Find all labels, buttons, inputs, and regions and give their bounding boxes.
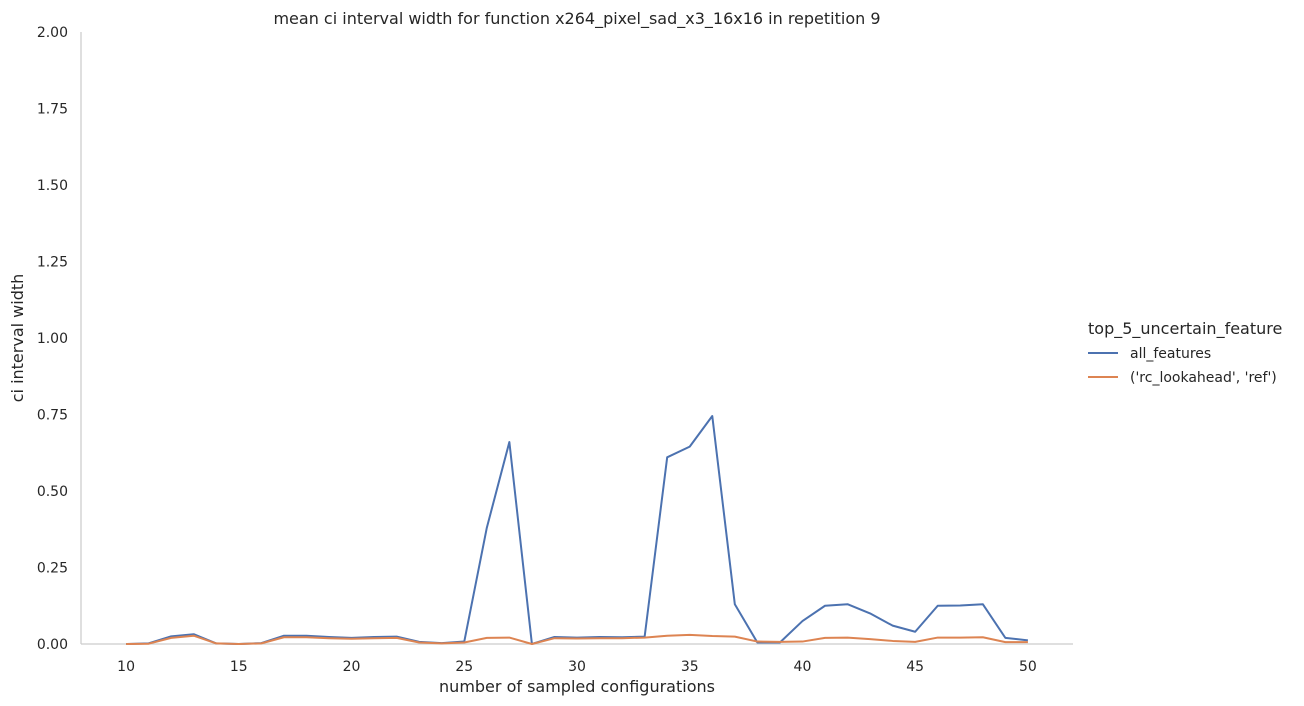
legend-label-1: ('rc_lookahead', 'ref') xyxy=(1130,370,1277,386)
x-tick-labels: 10 15 20 25 30 35 40 45 50 xyxy=(117,659,1037,675)
x-tick-label: 10 xyxy=(117,659,135,675)
x-tick-label: 15 xyxy=(230,659,248,675)
x-tick-label: 40 xyxy=(794,659,812,675)
x-tick-label: 50 xyxy=(1019,659,1037,675)
series-line-0 xyxy=(126,415,1029,645)
y-tick-label: 0.25 xyxy=(37,561,68,577)
y-tick-label: 1.25 xyxy=(37,255,68,271)
x-tick-label: 35 xyxy=(681,659,699,675)
x-tick-label: 30 xyxy=(568,659,586,675)
y-tick-label: 0.50 xyxy=(37,484,68,500)
x-tick-label: 45 xyxy=(906,659,924,675)
legend-items: all_features ('rc_lookahead', 'ref') xyxy=(1088,346,1277,386)
y-tick-label: 1.75 xyxy=(37,102,68,118)
chart-title: mean ci interval width for function x264… xyxy=(273,9,880,29)
legend: top_5_uncertain_feature all_features ('rc… xyxy=(1088,319,1282,386)
series-lines xyxy=(126,415,1029,645)
x-tick-label: 25 xyxy=(455,659,473,675)
y-tick-label: 0.75 xyxy=(37,408,68,424)
series-line-1 xyxy=(126,633,1028,645)
y-tick-label: 1.00 xyxy=(37,331,68,347)
legend-label-0: all_features xyxy=(1130,346,1211,362)
y-tick-label: 1.50 xyxy=(37,178,68,194)
legend-title: top_5_uncertain_feature xyxy=(1088,319,1282,339)
y-tick-label: 2.00 xyxy=(37,25,68,41)
y-axis-label: ci interval width xyxy=(8,274,27,403)
y-tick-label: 0.00 xyxy=(37,637,68,653)
y-tick-labels: 0.00 0.25 0.50 0.75 1.00 1.25 1.50 1.75 2.00 xyxy=(37,25,68,653)
x-axis-label: number of sampled configurations xyxy=(439,677,715,696)
x-tick-label: 20 xyxy=(343,659,361,675)
